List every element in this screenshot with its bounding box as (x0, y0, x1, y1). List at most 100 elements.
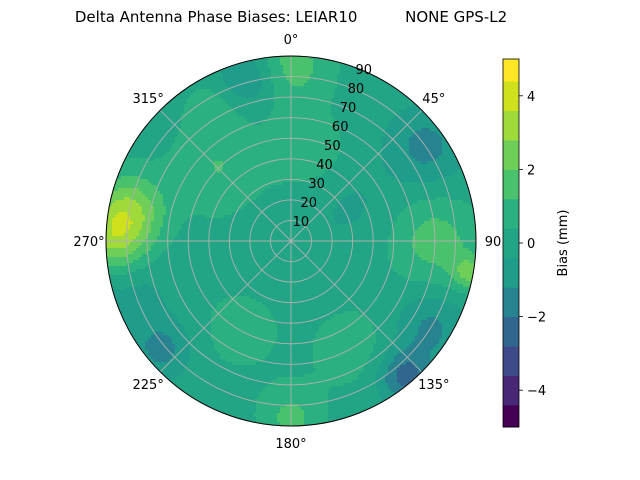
contour-cell (211, 179, 215, 183)
contour-cell (370, 98, 374, 102)
contour-cell (313, 155, 317, 159)
contour-cell (199, 140, 203, 144)
contour-cell (253, 209, 257, 213)
contour-cell (376, 77, 380, 81)
contour-cell (346, 95, 350, 99)
contour-cell (355, 182, 359, 186)
contour-cell (340, 200, 344, 204)
contour-cell (424, 149, 428, 153)
contour-cell (283, 203, 287, 207)
contour-cell (181, 134, 185, 138)
contour-cell (169, 140, 173, 144)
contour-cell (325, 137, 329, 141)
contour-cell (379, 206, 383, 210)
contour-cell (427, 155, 431, 159)
contour-cell (256, 71, 260, 75)
contour-cell (421, 203, 425, 207)
contour-cell (451, 188, 455, 192)
contour-cell (157, 188, 161, 192)
contour-cell (265, 110, 269, 114)
contour-cell (403, 170, 407, 174)
contour-cell (268, 176, 272, 180)
contour-cell (145, 182, 149, 186)
contour-cell (124, 209, 128, 213)
contour-cell (394, 146, 398, 150)
contour-cell (142, 200, 146, 204)
contour-cell (136, 167, 140, 171)
contour-cell (373, 167, 377, 171)
contour-cell (385, 167, 389, 171)
contour-cell (412, 158, 416, 162)
contour-cell (352, 209, 356, 213)
contour-cell (325, 74, 329, 78)
contour-cell (364, 167, 368, 171)
contour-cell (235, 194, 239, 198)
contour-cell (427, 131, 431, 135)
contour-cell (316, 104, 320, 108)
contour-cell (328, 179, 332, 183)
contour-cell (214, 161, 218, 165)
contour-cell (310, 173, 314, 177)
contour-cell (238, 194, 242, 198)
contour-cell (226, 191, 230, 195)
contour-cell (334, 206, 338, 210)
contour-cell (394, 188, 398, 192)
contour-cell (181, 161, 185, 165)
contour-cell (196, 113, 200, 117)
contour-cell (220, 176, 224, 180)
contour-cell (235, 131, 239, 135)
contour-cell (271, 65, 275, 69)
contour-cell (433, 182, 437, 186)
contour-cell (139, 137, 143, 141)
contour-cell (208, 134, 212, 138)
contour-cell (361, 155, 365, 159)
contour-cell (409, 152, 413, 156)
contour-cell (433, 194, 437, 198)
contour-cell (295, 182, 299, 186)
contour-cell (259, 203, 263, 207)
contour-cell (196, 116, 200, 120)
contour-cell (286, 194, 290, 198)
contour-cell (241, 113, 245, 117)
contour-cell (217, 149, 221, 153)
contour-cell (355, 197, 359, 201)
contour-cell (433, 176, 437, 180)
contour-cell (178, 176, 182, 180)
contour-cell (316, 65, 320, 69)
contour-cell (364, 137, 368, 141)
contour-cell (298, 56, 302, 60)
contour-cell (157, 137, 161, 141)
contour-cell (331, 128, 335, 132)
contour-cell (448, 146, 452, 150)
contour-cell (187, 194, 191, 198)
contour-cell (454, 173, 458, 177)
contour-cell (406, 164, 410, 168)
contour-cell (274, 92, 278, 96)
contour-cell (121, 191, 125, 195)
contour-cell (319, 80, 323, 84)
contour-cell (346, 134, 350, 138)
contour-cell (352, 146, 356, 150)
contour-cell (442, 143, 446, 147)
contour-cell (463, 209, 467, 213)
contour-cell (205, 107, 209, 111)
contour-cell (121, 170, 125, 174)
contour-cell (271, 95, 275, 99)
contour-cell (184, 206, 188, 210)
contour-cell (412, 140, 416, 144)
contour-cell (184, 176, 188, 180)
contour-cell (331, 71, 335, 75)
contour-cell (205, 140, 209, 144)
contour-cell (205, 212, 209, 216)
contour-cell (214, 149, 218, 153)
contour-cell (343, 188, 347, 192)
contour-cell (409, 146, 413, 150)
contour-cell (262, 128, 266, 132)
contour-cell (175, 104, 179, 108)
contour-cell (373, 200, 377, 204)
contour-cell (232, 194, 236, 198)
contour-cell (418, 182, 422, 186)
contour-cell (226, 212, 230, 216)
contour-cell (160, 179, 164, 183)
contour-cell (274, 128, 278, 132)
